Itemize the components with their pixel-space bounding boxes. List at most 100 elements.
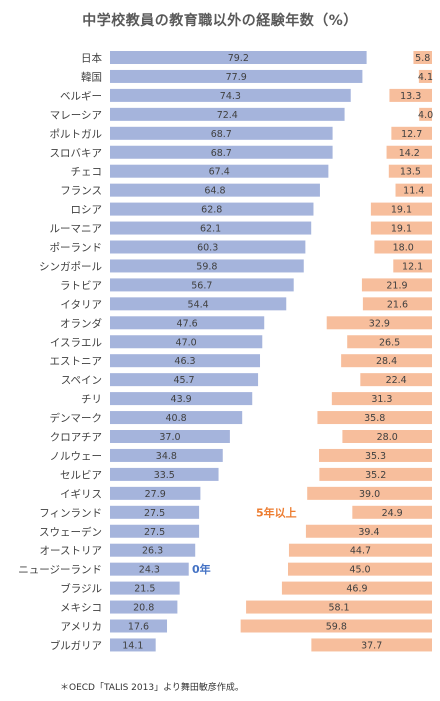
- data-label-five-plus: 21.6: [387, 299, 408, 310]
- category-label: 日本: [81, 52, 102, 65]
- category-label: イスラエル: [50, 337, 102, 349]
- bar-zero: [110, 88, 351, 102]
- bar-five-plus: [413, 51, 432, 64]
- data-label-zero: 62.1: [200, 224, 221, 235]
- data-label-zero: 24.3: [139, 565, 160, 576]
- bar-five-plus: [240, 619, 432, 633]
- data-label-five-plus: 21.9: [386, 280, 407, 291]
- category-label: イギリス: [60, 488, 102, 500]
- bar-five-plus: [347, 335, 432, 349]
- bar-zero: [110, 411, 243, 425]
- bar-five-plus: [370, 221, 432, 235]
- data-label-five-plus: 12.7: [401, 129, 422, 140]
- data-label-five-plus: 22.4: [386, 375, 407, 386]
- category-label: エストニア: [50, 356, 103, 368]
- bar-five-plus: [395, 183, 432, 197]
- data-labels: 79.2 5.8 77.9 4.1 74.3 13.3 72.4 4.0 68.7 12.7 68.…: [122, 53, 433, 651]
- data-label-five-plus: 28.4: [376, 356, 397, 367]
- bar-zero: [110, 581, 180, 595]
- category-label: ラトビア: [60, 280, 102, 292]
- data-label-five-plus: 39.4: [358, 527, 379, 538]
- bar-five-plus: [319, 467, 432, 481]
- bar-five-plus: [288, 543, 432, 557]
- data-label-zero: 77.9: [226, 72, 247, 83]
- data-label-zero: 14.1: [122, 640, 143, 651]
- data-label-five-plus: 28.0: [377, 432, 398, 443]
- data-label-zero: 21.5: [134, 584, 155, 595]
- bar-zero: [110, 354, 261, 368]
- category-label: オランダ: [60, 317, 102, 330]
- bar-five-plus: [342, 430, 432, 443]
- bar-zero: [110, 600, 178, 614]
- bar-five-plus: [319, 448, 432, 462]
- data-label-zero: 17.6: [128, 622, 149, 633]
- data-label-zero: 72.4: [217, 110, 238, 121]
- series-label-five-plus: 5年以上: [256, 505, 297, 519]
- data-label-zero: 27.9: [145, 489, 166, 500]
- bar-five-plus: [281, 581, 432, 595]
- source-note: ＊OECD「TALIS 2013」より舞田敏彦作成。: [60, 683, 244, 693]
- category-label: マレーシア: [50, 109, 102, 121]
- data-label-zero: 68.7: [211, 148, 232, 159]
- data-label-zero: 59.8: [196, 261, 217, 272]
- data-label-zero: 79.2: [228, 53, 249, 64]
- data-label-zero: 67.4: [209, 167, 230, 178]
- data-label-five-plus: 4.0: [418, 110, 433, 121]
- category-labels: 日本韓国ベルギーマレーシアポルトガルスロバキアチェコフランスロシアルーマニアポー…: [18, 52, 102, 652]
- data-label-five-plus: 18.0: [393, 243, 414, 254]
- bar-zero: [110, 505, 200, 519]
- category-label: メキシコ: [60, 602, 102, 614]
- series-five-plus-bars: [240, 51, 432, 652]
- bar-five-plus: [389, 88, 432, 102]
- bar-five-plus: [326, 316, 432, 330]
- category-label: ブルガリア: [50, 639, 102, 652]
- bar-zero: [110, 259, 304, 273]
- data-label-five-plus: 59.8: [326, 622, 347, 633]
- bar-zero: [110, 316, 265, 330]
- category-label: スペイン: [61, 375, 102, 387]
- data-label-five-plus: 35.8: [364, 413, 385, 424]
- bar-five-plus: [418, 69, 432, 83]
- series-zero-bars: [110, 51, 367, 652]
- category-label: スロバキア: [50, 147, 103, 159]
- category-label: シンガポール: [39, 261, 102, 273]
- category-label: イタリア: [60, 299, 102, 311]
- bar-five-plus: [288, 562, 432, 576]
- data-label-five-plus: 5.8: [415, 53, 430, 64]
- category-label: チェコ: [71, 166, 103, 178]
- bar-five-plus: [386, 145, 432, 159]
- bar-five-plus: [311, 638, 432, 652]
- data-label-five-plus: 45.0: [349, 565, 370, 576]
- data-label-five-plus: 19.1: [391, 224, 412, 235]
- data-label-zero: 34.8: [156, 451, 177, 462]
- data-label-five-plus: 4.1: [418, 72, 433, 83]
- data-label-zero: 74.3: [220, 91, 241, 102]
- data-label-zero: 62.8: [201, 205, 222, 216]
- category-label: アメリカ: [61, 621, 102, 633]
- data-label-five-plus: 12.1: [402, 261, 423, 272]
- category-label: スウェーデン: [39, 525, 102, 538]
- bar-five-plus: [341, 354, 432, 368]
- bar-zero: [110, 202, 314, 216]
- data-label-zero: 46.3: [174, 356, 195, 367]
- category-label: ノルウェー: [50, 450, 103, 462]
- series-label-zero: 0年: [192, 562, 211, 576]
- data-label-five-plus: 39.0: [359, 489, 380, 500]
- data-label-five-plus: 14.2: [399, 148, 420, 159]
- data-label-zero: 47.6: [177, 318, 198, 329]
- category-label: オーストリア: [40, 545, 102, 557]
- bar-zero: [110, 373, 259, 387]
- bar-five-plus: [307, 486, 432, 500]
- category-label: ベルギー: [60, 90, 102, 102]
- data-label-zero: 33.5: [154, 470, 175, 481]
- bar-five-plus: [361, 278, 432, 292]
- bar-five-plus: [352, 505, 432, 519]
- data-label-five-plus: 11.4: [403, 186, 424, 197]
- bar-zero: [110, 335, 263, 349]
- category-label: デンマーク: [50, 412, 103, 425]
- data-label-zero: 37.0: [159, 432, 180, 443]
- bar-zero: [110, 638, 156, 652]
- bar-zero: [110, 562, 189, 576]
- category-label: チリ: [81, 394, 102, 406]
- category-label: フィンランド: [39, 507, 102, 519]
